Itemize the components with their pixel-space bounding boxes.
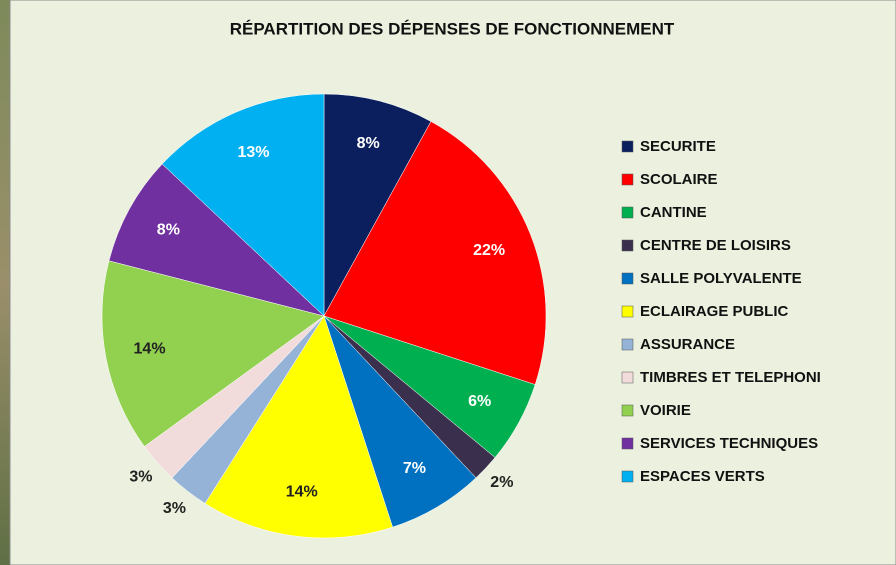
legend-label: SALLE POLYVALENTE [640, 270, 802, 287]
data-label: 6% [468, 393, 491, 410]
data-label: 2% [490, 474, 513, 491]
legend-label: ESPACES VERTS [640, 468, 765, 485]
data-label: 7% [403, 460, 426, 477]
pie-slice [161, 93, 325, 317]
legend-label: CENTRE DE LOISIRS [640, 237, 791, 254]
pie-slice [204, 315, 393, 539]
legend-swatch [621, 140, 634, 153]
legend-label: SCOLAIRE [640, 171, 718, 188]
legend-label: SERVICES TECHNIQUES [640, 435, 818, 452]
legend-swatch [621, 371, 634, 384]
legend-swatch [621, 305, 634, 318]
pie-slice [323, 93, 432, 317]
data-label: 14% [134, 340, 166, 357]
data-label: 8% [157, 222, 180, 239]
legend-swatch [621, 206, 634, 219]
legend-swatch [621, 437, 634, 450]
data-label: 22% [473, 242, 505, 259]
data-label: 8% [357, 135, 380, 152]
legend-label: CANTINE [640, 204, 707, 221]
legend-label: TIMBRES ET TELEPHONI [640, 369, 821, 386]
legend-swatch [621, 338, 634, 351]
legend-label: ASSURANCE [640, 336, 735, 353]
data-label: 3% [129, 469, 152, 486]
data-label: 13% [237, 144, 269, 161]
pie-slice [101, 260, 325, 447]
data-label: 3% [163, 500, 186, 517]
legend-label: ECLAIRAGE PUBLIC [640, 303, 789, 320]
legend-label: VOIRIE [640, 402, 691, 419]
legend-swatch [621, 239, 634, 252]
data-label: 14% [286, 483, 318, 500]
legend-swatch [621, 404, 634, 417]
pie-slice [323, 121, 547, 385]
legend-swatch [621, 272, 634, 285]
legend-swatch [621, 173, 634, 186]
pie-slice [108, 163, 325, 317]
chart-title: RÉPARTITION DES DÉPENSES DE FONCTIONNEME… [230, 19, 675, 38]
legend-label: SECURITE [640, 138, 716, 155]
legend-swatch [621, 470, 634, 483]
